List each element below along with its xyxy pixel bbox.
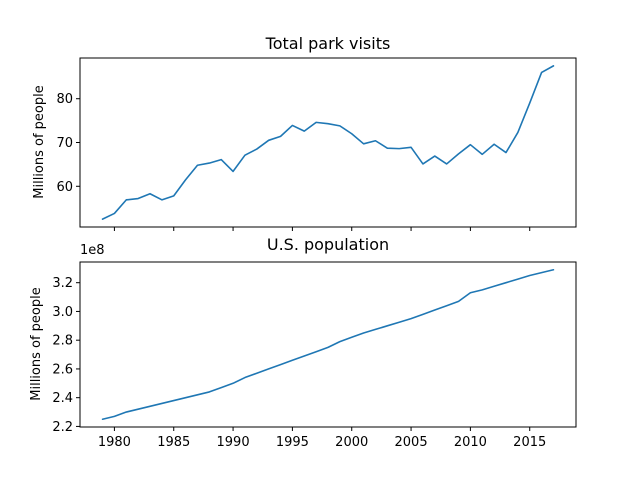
ytick-label: 2.4 [52,391,73,406]
ytick-label: 2.8 [52,334,73,349]
ytick-label: 3.2 [52,276,73,291]
park-visits-line [101,65,555,220]
ytick-label: 60 [56,180,73,195]
us-population-axes-frame [79,261,577,428]
us-population-line [101,268,555,421]
us-population-title: U.S. population [267,235,389,254]
park-visits-axes-frame [79,57,577,228]
xtick-label: 1980 [98,435,131,450]
park-visits-ylabel: Millions of people [32,85,47,199]
xtick-label: 2005 [395,435,428,450]
xtick-label: 2000 [335,435,368,450]
xtick-label: 2010 [454,435,487,450]
park-visits-title: Total park visits [265,34,391,53]
xtick-label: 2015 [513,435,546,450]
subplot-park-visits: Total park visits Millions of people 60 7… [32,34,577,231]
subplot-us-population: U.S. population 1e8 Millions of people 2… [29,235,577,450]
ytick-label: 2.6 [52,362,73,377]
ytick-label: 2.2 [52,420,73,435]
us-population-ylabel: Millions of people [29,287,44,401]
xtick-label: 1995 [276,435,309,450]
us-population-axes-ticks: 2.2 2.4 2.6 2.8 3.0 3.2 1980 1985 1990 1995 2000 20… [52,276,546,450]
xtick-label: 1985 [157,435,190,450]
ytick-label: 70 [56,136,73,151]
xtick-label: 1990 [217,435,250,450]
us-population-offset-text: 1e8 [80,243,105,258]
ytick-label: 3.0 [52,305,73,320]
park-visits-axes-ticks: 60 70 80 [56,92,531,231]
ytick-label: 80 [56,92,73,107]
